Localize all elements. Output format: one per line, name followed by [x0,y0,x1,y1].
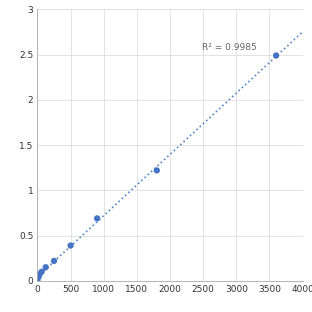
Point [51,258,56,263]
Point [35,278,40,283]
Point [39,269,44,274]
Point [36,275,41,280]
Point [68,243,73,248]
Point [274,53,279,58]
Text: R² = 0.9985: R² = 0.9985 [202,43,256,52]
Point [154,168,159,173]
Point [95,216,100,221]
Point [37,272,42,277]
Point [43,265,48,270]
